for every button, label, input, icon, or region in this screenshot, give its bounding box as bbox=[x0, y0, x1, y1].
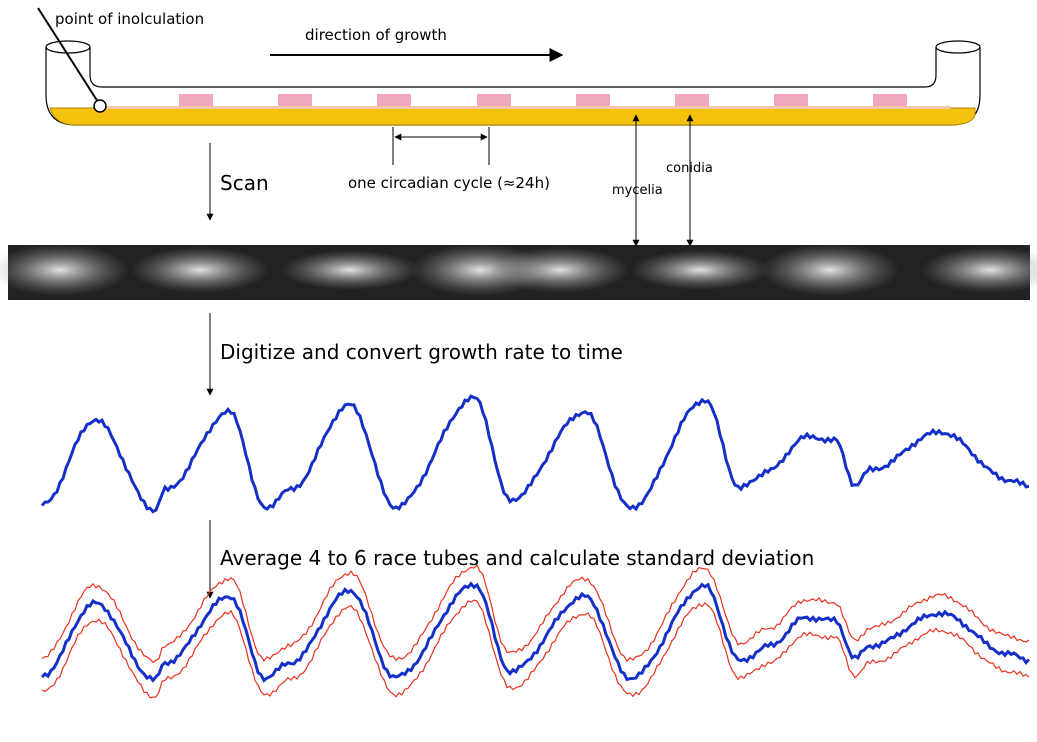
label: conidia bbox=[666, 161, 713, 176]
conidia-bands bbox=[179, 94, 907, 106]
blob bbox=[630, 250, 770, 290]
growth-curve bbox=[40, 394, 1030, 514]
label: direction of growth bbox=[305, 26, 447, 44]
label: point of inolculation bbox=[55, 10, 204, 28]
blob bbox=[760, 244, 900, 296]
medium bbox=[49, 107, 976, 126]
blob bbox=[0, 244, 130, 296]
blob bbox=[130, 247, 270, 293]
scan-texture bbox=[0, 244, 1037, 296]
label: Scan bbox=[220, 171, 269, 195]
label: Average 4 to 6 race tubes and calculate … bbox=[220, 546, 814, 570]
lower-sd-curve bbox=[41, 599, 1030, 699]
inoculation-point bbox=[93, 99, 107, 113]
inoculation-needle bbox=[37, 7, 99, 103]
blob bbox=[490, 247, 630, 293]
growth-layer bbox=[95, 106, 950, 109]
blob bbox=[280, 250, 420, 290]
mean-curve bbox=[40, 581, 1031, 683]
label: mycelia bbox=[612, 183, 663, 198]
blob bbox=[920, 247, 1037, 293]
cycle-bracket bbox=[392, 127, 490, 165]
label: one circadian cycle (≈24h) bbox=[348, 174, 550, 192]
label: Digitize and convert growth rate to time bbox=[220, 340, 623, 364]
upper-sd-curve bbox=[41, 564, 1030, 664]
